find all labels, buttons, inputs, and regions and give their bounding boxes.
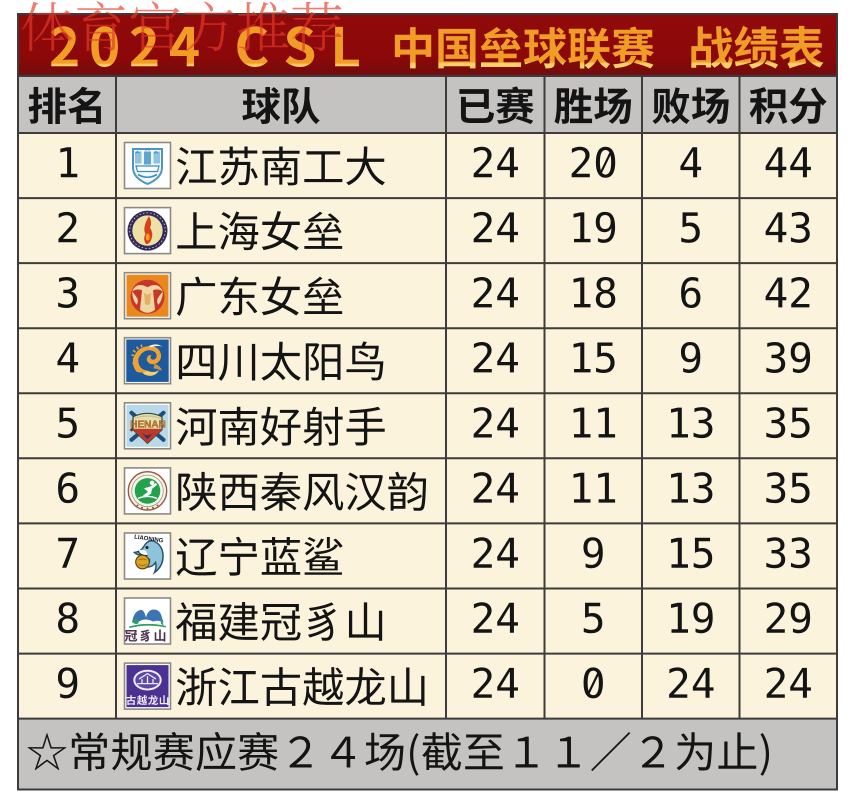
svg-text:HENAN: HENAN bbox=[130, 419, 166, 430]
svg-text:LIAONING: LIAONING bbox=[134, 534, 164, 544]
